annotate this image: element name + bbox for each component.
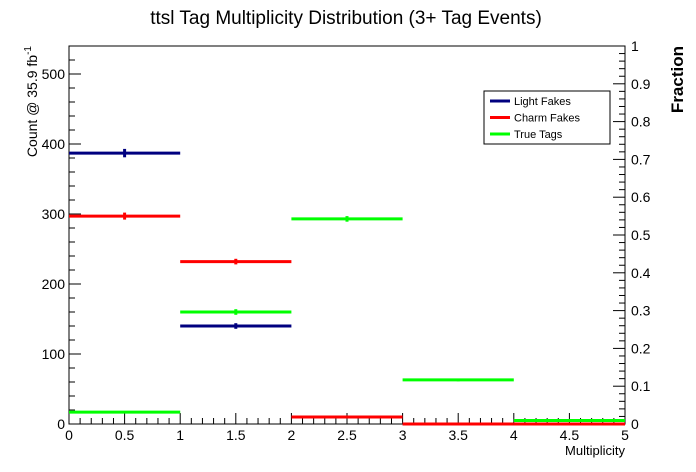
y-tick-label: 100 (42, 346, 66, 362)
legend-label: Light Fakes (514, 96, 571, 108)
y-tick-label: 400 (42, 136, 66, 152)
y2-axis-label: Fraction (668, 46, 687, 113)
x-tick-label: 3 (399, 427, 407, 443)
x-tick-label: 0 (65, 427, 73, 443)
x-tick-label: 2 (288, 427, 296, 443)
y-axis-label-main: Count @ 35.9 fb (24, 55, 40, 157)
x-tick-label: 4.5 (560, 427, 580, 443)
y-tick-label: 0 (57, 416, 65, 432)
x-tick-label: 3.5 (448, 427, 468, 443)
y-axis: 0 100 200 300 400 500 (42, 45, 81, 432)
series-charm-fakes (69, 212, 625, 426)
x-tick-label: 0.5 (115, 427, 135, 443)
y2-tick-label: 0.3 (631, 303, 651, 319)
y2-tick-label: 0.5 (631, 227, 651, 243)
legend: Light Fakes Charm Fakes True Tags (483, 90, 611, 145)
y2-tick-label: 0.7 (631, 151, 651, 167)
y2-tick-label: 0.4 (631, 265, 651, 281)
y2-tick-label: 0.2 (631, 340, 651, 356)
series-true-tags (69, 216, 625, 422)
y-tick-label: 500 (42, 66, 66, 82)
y2-tick-label: 0.1 (631, 378, 651, 394)
y-tick-label: 200 (42, 276, 66, 292)
series-light-fakes (69, 148, 625, 426)
y2-tick-label: 0.8 (631, 114, 651, 130)
legend-items: Light Fakes Charm Fakes True Tags (490, 96, 581, 141)
x-tick-label: 2.5 (337, 427, 357, 443)
y2-tick-label: 0.9 (631, 76, 651, 92)
series-layer (69, 148, 625, 426)
y-tick-label: 300 (42, 206, 66, 222)
legend-label: True Tags (514, 129, 563, 141)
y2-tick-label: 0 (631, 416, 639, 432)
legend-label: Charm Fakes (514, 113, 581, 125)
x-tick-label: 1.5 (226, 427, 246, 443)
y2-tick-label: 0.6 (631, 189, 651, 205)
chart-title: ttsl Tag Multiplicity Distribution (3+ T… (150, 8, 542, 29)
y2-axis: 0 0.1 0.2 0.3 0.4 0.5 0.6 0.7 0.8 0.9 1 (613, 38, 651, 432)
x-tick-label: 1 (176, 427, 184, 443)
y-axis-label: Count @ 35.9 fb-1 (23, 46, 40, 158)
y2-tick-label: 1 (631, 38, 639, 54)
x-axis-label: Multiplicity (565, 443, 625, 458)
x-tick-label: 5 (621, 427, 629, 443)
y-axis-label-sup: -1 (23, 46, 34, 55)
x-tick-label: 4 (510, 427, 518, 443)
